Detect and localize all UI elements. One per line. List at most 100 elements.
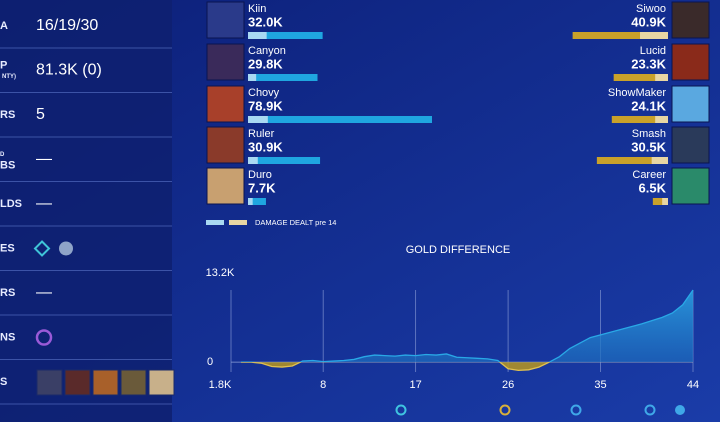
- row-label: S: [0, 376, 7, 388]
- y-tick-label: 13.2K: [206, 267, 235, 279]
- dragon-icon: [395, 404, 407, 416]
- dragon-icon: [499, 404, 511, 416]
- damage-label: 7.7K: [248, 180, 276, 195]
- damage-bar: [652, 198, 668, 205]
- row-label: RS: [0, 287, 15, 299]
- damage-label: 29.8K: [248, 56, 283, 71]
- row-value: —: [36, 195, 52, 212]
- champion-icon: [92, 369, 119, 396]
- row-label: P: [0, 59, 7, 71]
- legend-swatch: [229, 220, 247, 225]
- damage-bar: [248, 198, 266, 205]
- damage-bar: [572, 32, 668, 39]
- player-name: Kiin: [248, 3, 266, 15]
- damage-bar-pre14: [248, 116, 268, 123]
- damage-label: 32.0K: [248, 14, 283, 29]
- damage-bar-pre14: [655, 116, 668, 123]
- player-name: Chovy: [248, 87, 280, 99]
- dragon-icon: [570, 404, 582, 416]
- row-label: A: [0, 20, 8, 32]
- event-icons: [395, 404, 685, 416]
- row-value: 5: [36, 106, 45, 123]
- item-icon: [35, 329, 53, 346]
- chart-title: GOLD DIFFERENCE: [406, 244, 511, 256]
- player-name: ShowMaker: [608, 87, 666, 99]
- damage-bar-pre14: [248, 198, 253, 205]
- champion-portrait: [206, 43, 245, 81]
- damage-label: 40.9K: [631, 14, 666, 29]
- x-tick-label: 35: [594, 379, 606, 391]
- row-label: LDS: [0, 198, 22, 210]
- champion-portrait: [206, 167, 245, 205]
- champion-icon: [148, 369, 175, 396]
- baron-icon: [675, 405, 685, 415]
- player-name: Duro: [248, 169, 272, 181]
- champion-icon: [36, 369, 63, 396]
- row-label: ES: [0, 242, 15, 254]
- damage-bar-pre14: [248, 157, 258, 164]
- player-name: Career: [632, 169, 666, 181]
- row-value: 81.3K (0): [36, 62, 102, 79]
- damage-bar: [613, 74, 668, 81]
- gold-line: [241, 289, 694, 363]
- damage-bar-pre14: [248, 32, 267, 39]
- x-tick-label: 8: [320, 379, 326, 391]
- dragon-icon: [644, 404, 656, 416]
- x-tick-label: 44: [687, 379, 699, 391]
- gold-chart: GOLD DIFFERENCE 8 17 26 35 44 1.8K 0 13.2K: [206, 244, 700, 391]
- damage-label: 30.5K: [631, 139, 666, 154]
- player-name: Smash: [632, 128, 666, 140]
- champion-icon: [120, 369, 147, 396]
- champion-portrait: [671, 1, 710, 39]
- damage-bar-pre14: [248, 74, 257, 81]
- champion-portrait: [206, 85, 245, 123]
- row-label: NTY): [2, 74, 16, 80]
- damage-bar-pre14: [651, 157, 668, 164]
- legend-label: DAMAGE DEALT pre 14: [255, 218, 336, 227]
- damage-bar: [248, 74, 318, 81]
- row-label: D: [0, 152, 5, 158]
- champion-portrait: [671, 126, 710, 164]
- row-label: BS: [0, 159, 15, 171]
- damage-bar-pre14: [640, 32, 668, 39]
- champion-portrait: [671, 85, 710, 123]
- damage-bar: [611, 116, 668, 123]
- area-positive: [241, 290, 693, 363]
- y-tick-label: 1.8K: [209, 379, 232, 391]
- damage-label: 30.9K: [248, 139, 283, 154]
- x-tick-label: 26: [502, 379, 514, 391]
- rune-icon: [33, 240, 51, 257]
- y-tick-label: 0: [207, 356, 213, 368]
- damage-label: 6.5K: [639, 180, 667, 195]
- damage-bar-pre14: [662, 198, 668, 205]
- player-name: Canyon: [248, 45, 286, 57]
- champion-icon: [64, 369, 91, 396]
- damage-bar: [248, 116, 432, 123]
- rune-icon: [59, 241, 73, 256]
- stats-panel: A 16/19/30 P NTY) 81.3K (0) RS 5 DBS — LDS — ES RS — N…: [0, 17, 175, 405]
- damage-label: 23.3K: [631, 56, 666, 71]
- row-value: 16/19/30: [36, 17, 98, 34]
- damage-bar: [248, 157, 321, 164]
- damage-bar-pre14: [655, 74, 668, 81]
- row-label: RS: [0, 109, 15, 121]
- legend-swatch: [206, 220, 224, 225]
- x-tick-label: 17: [410, 379, 422, 391]
- row-value: —: [36, 151, 52, 168]
- row-label: NS: [0, 331, 15, 343]
- champion-portrait: [206, 1, 245, 39]
- player-name: Ruler: [248, 128, 275, 140]
- damage-label: 24.1K: [631, 98, 666, 113]
- player-name: Siwoo: [636, 3, 666, 15]
- left-panel: [0, 0, 172, 422]
- champion-portrait: [671, 167, 710, 205]
- area-negative: [251, 362, 550, 371]
- row-value: —: [36, 284, 52, 301]
- damage-bar: [248, 32, 323, 39]
- player-name: Lucid: [640, 45, 666, 57]
- champion-portrait: [671, 43, 710, 81]
- champion-portrait: [206, 126, 245, 164]
